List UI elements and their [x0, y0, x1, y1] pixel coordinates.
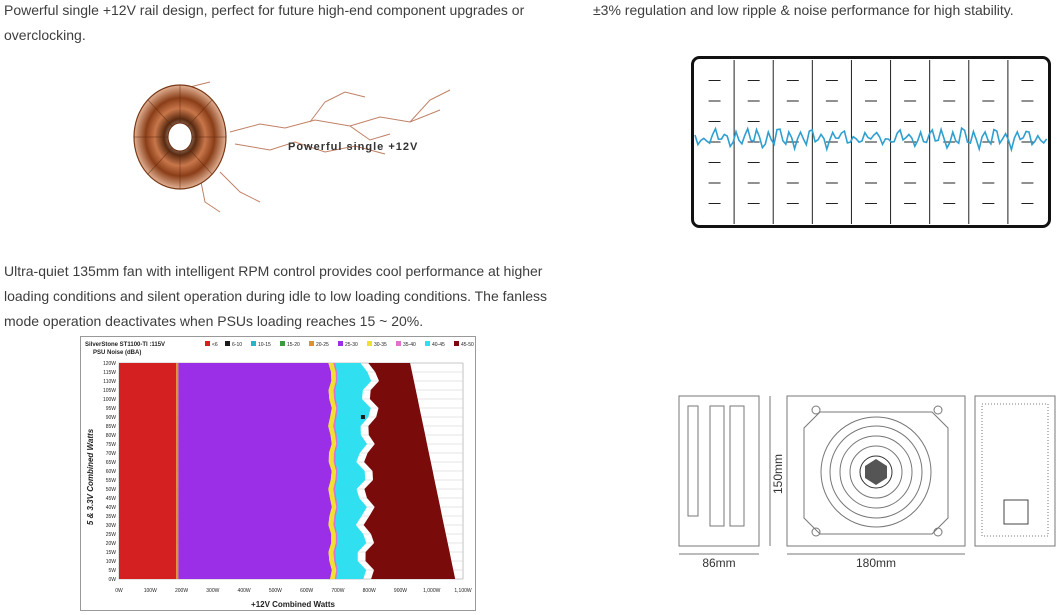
y-tick-label: 0W — [109, 577, 117, 583]
legend-swatch — [425, 341, 430, 346]
x-tick-label: 100W — [144, 588, 157, 594]
legend-label: 40-45 — [432, 342, 445, 348]
back-view — [974, 395, 1056, 547]
rail-description: Powerful single +12V rail design, perfec… — [4, 0, 559, 48]
noise-chart: SilverStone ST1100-TI :115V PSU Noise (d… — [80, 336, 499, 611]
coil-caption: Powerful single +12V — [288, 141, 418, 153]
front-view — [786, 395, 966, 547]
region-20-25 — [176, 363, 179, 579]
legend-swatch — [251, 341, 256, 346]
y-tick-label: 45W — [106, 496, 117, 502]
y-tick-label: 110W — [103, 379, 116, 385]
chart-xlabel: +12V Combined Watts — [251, 600, 335, 609]
x-tick-label: 400W — [238, 588, 251, 594]
x-tick-label: 200W — [175, 588, 188, 594]
legend-swatch — [367, 341, 372, 346]
region-6-10 — [360, 415, 365, 419]
x-tick-label: 900W — [394, 588, 407, 594]
regulation-description: ±3% regulation and low ripple & noise pe… — [593, 0, 1053, 23]
legend-swatch — [280, 341, 285, 346]
depth-label: 86mm — [702, 556, 735, 570]
y-tick-label: 80W — [106, 433, 117, 439]
chart-ylabel: 5 & 3.3V Combined Watts — [86, 428, 95, 525]
y-tick-label: 70W — [106, 451, 117, 457]
y-tick-label: 90W — [106, 415, 117, 421]
y-tick-label: 85W — [106, 424, 117, 430]
x-tick-label: 600W — [300, 588, 313, 594]
legend-label: 45-50 — [461, 342, 474, 348]
y-tick-label: 60W — [106, 469, 117, 475]
ripple-oscilloscope-image — [691, 56, 1051, 228]
y-tick-label: 55W — [106, 478, 117, 484]
y-tick-label: 95W — [106, 406, 117, 412]
region-below-6 — [119, 363, 177, 579]
y-tick-label: 30W — [106, 523, 117, 529]
legend-swatch — [396, 341, 401, 346]
y-tick-label: 20W — [106, 541, 117, 547]
rail-desc-line2: overclocking. — [4, 27, 86, 43]
y-tick-label: 75W — [106, 442, 117, 448]
chart-subtitle: PSU Noise (dBA) — [93, 350, 141, 356]
y-tick-label: 115W — [103, 370, 116, 376]
x-tick-label: 0W — [115, 588, 123, 594]
side-view — [678, 395, 760, 547]
regulation-desc-line: ±3% regulation and low ripple & noise pe… — [593, 2, 1014, 18]
legend-label: 30-35 — [374, 342, 387, 348]
legend-label: 10-15 — [258, 342, 271, 348]
y-tick-label: 105W — [103, 388, 116, 394]
lightning-strokes — [169, 81, 451, 213]
y-tick-label: 35W — [106, 514, 117, 520]
width-label: 180mm — [856, 556, 896, 570]
x-tick-label: 500W — [269, 588, 282, 594]
y-tick-label: 15W — [106, 550, 117, 556]
y-tick-label: 65W — [106, 460, 117, 466]
fan-desc-line2: loading conditions and silent operation … — [4, 288, 547, 304]
legend-swatch — [205, 341, 210, 346]
legend-label: 20-25 — [316, 342, 329, 348]
chart-title: SilverStone ST1100-TI :115V — [85, 342, 165, 348]
x-tick-label: 1,100W — [454, 588, 472, 594]
x-tick-label: 1,000W — [423, 588, 441, 594]
y-tick-label: 120W — [103, 361, 116, 367]
y-tick-label: 5W — [109, 568, 117, 574]
legend-label: 25-30 — [345, 342, 358, 348]
y-tick-label: 50W — [106, 487, 117, 493]
dimension-drawing: 150mm 86mm 180mm — [678, 395, 1056, 570]
region-45-50 — [363, 363, 456, 579]
y-tick-label: 25W — [106, 532, 117, 538]
y-tick-label: 40W — [106, 505, 117, 511]
x-tick-label: 300W — [206, 588, 219, 594]
x-tick-label: 800W — [363, 588, 376, 594]
noise-chart-svg: SilverStone ST1100-TI :115V PSU Noise (d… — [85, 341, 499, 609]
legend-label: 35-40 — [403, 342, 416, 348]
fan-description: Ultra-quiet 135mm fan with intelligent R… — [4, 259, 564, 334]
y-tick-label: 10W — [106, 559, 117, 565]
legend-swatch — [454, 341, 459, 346]
legend-swatch — [225, 341, 230, 346]
height-label: 150mm — [771, 454, 785, 494]
toroid-coil-image: Powerful single +12V — [133, 81, 451, 213]
legend-swatch — [338, 341, 343, 346]
fan-desc-line3: mode operation deactivates when PSUs loa… — [4, 313, 424, 329]
legend-label: 6-10 — [232, 342, 242, 348]
x-tick-label: 700W — [331, 588, 344, 594]
legend-label: 15-20 — [287, 342, 300, 348]
y-tick-label: 100W — [103, 397, 116, 403]
legend-swatch — [309, 341, 314, 346]
fan-desc-line1: Ultra-quiet 135mm fan with intelligent R… — [4, 263, 543, 279]
rail-desc-line1: Powerful single +12V rail design, perfec… — [4, 2, 525, 18]
legend-label: <6 — [212, 342, 218, 348]
region-25-30 — [178, 363, 332, 579]
